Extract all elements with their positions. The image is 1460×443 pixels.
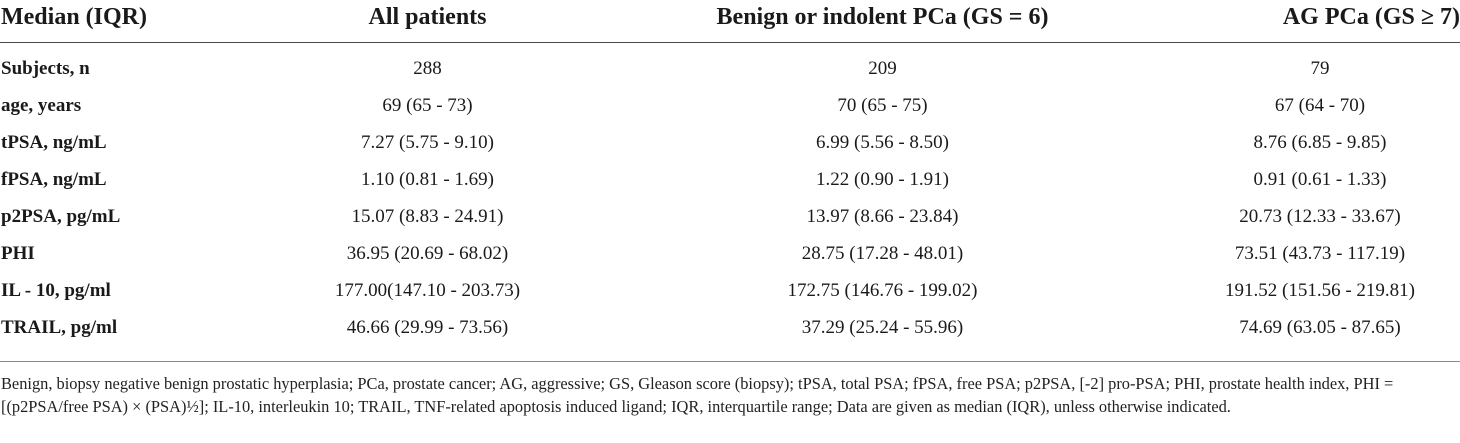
- table-row: p2PSA, pg/mL 15.07 (8.83 - 24.91) 13.97 …: [0, 198, 1460, 235]
- cell-ag: 20.73 (12.33 - 33.67): [1239, 206, 1401, 227]
- cell-ag: 8.76 (6.85 - 9.85): [1253, 132, 1387, 153]
- cell-ag: 79: [1310, 58, 1330, 79]
- table-row: PHI 36.95 (20.69 - 68.02) 28.75 (17.28 -…: [0, 235, 1460, 272]
- table-header: Median (IQR) All patients Benign or indo…: [0, 0, 1460, 44]
- table-row: TRAIL, pg/ml 46.66 (29.99 - 73.56) 37.29…: [0, 309, 1460, 346]
- cell-all-patients: 46.66 (29.99 - 73.56): [346, 317, 509, 338]
- cell-all-patients: 7.27 (5.75 - 9.10): [361, 132, 494, 153]
- row-label: Subjects, n: [1, 58, 90, 79]
- header-benign-indolent: Benign or indolent PCa (GS = 6): [716, 4, 1049, 30]
- table-row: Subjects, n 288 209 79: [0, 50, 1460, 87]
- row-label: TRAIL, pg/ml: [1, 317, 118, 338]
- cell-benign: 209: [868, 58, 897, 79]
- cell-all-patients: 1.10 (0.81 - 1.69): [361, 169, 494, 190]
- cell-ag: 191.52 (151.56 - 219.81): [1225, 280, 1415, 301]
- row-label: IL - 10, pg/ml: [1, 280, 111, 301]
- cell-all-patients: 177.00(147.10 - 203.73): [334, 280, 521, 301]
- cell-benign: 6.99 (5.56 - 8.50): [816, 132, 949, 153]
- header-all-patients: All patients: [368, 4, 487, 30]
- cell-benign: 28.75 (17.28 - 48.01): [801, 243, 964, 264]
- header-median-iqr: Median (IQR): [1, 4, 147, 30]
- cell-ag: 73.51 (43.73 - 117.19): [1234, 243, 1406, 264]
- row-label: fPSA, ng/mL: [1, 169, 107, 190]
- cell-all-patients: 36.95 (20.69 - 68.02): [346, 243, 509, 264]
- footer-rule: [0, 361, 1460, 362]
- cell-all-patients: 69 (65 - 73): [382, 95, 473, 116]
- row-label: PHI: [1, 243, 35, 264]
- row-label: age, years: [1, 95, 82, 116]
- header-ag-pca: AG PCa (GS ≥ 7): [1282, 4, 1460, 30]
- row-label: tPSA, ng/mL: [1, 132, 107, 153]
- cell-benign: 172.75 (146.76 - 199.02): [787, 280, 978, 301]
- cell-benign: 1.22 (0.90 - 1.91): [816, 169, 949, 190]
- cell-ag: 74.69 (63.05 - 87.65): [1239, 317, 1401, 338]
- table-row: IL - 10, pg/ml 177.00(147.10 - 203.73) 1…: [0, 272, 1460, 309]
- header-rule: [0, 42, 1460, 43]
- cell-ag: 0.91 (0.61 - 1.33): [1253, 169, 1387, 190]
- table-row: age, years 69 (65 - 73) 70 (65 - 75) 67 …: [0, 87, 1460, 124]
- cell-benign: 13.97 (8.66 - 23.84): [806, 206, 959, 227]
- cell-ag: 67 (64 - 70): [1274, 95, 1366, 116]
- table-footnote: Benign, biopsy negative benign prostatic…: [1, 374, 1394, 416]
- table-row: tPSA, ng/mL 7.27 (5.75 - 9.10) 6.99 (5.5…: [0, 124, 1460, 161]
- cell-benign: 37.29 (25.24 - 55.96): [801, 317, 964, 338]
- cell-all-patients: 15.07 (8.83 - 24.91): [351, 206, 504, 227]
- cell-benign: 70 (65 - 75): [837, 95, 928, 116]
- row-label: p2PSA, pg/mL: [1, 206, 121, 227]
- cell-all-patients: 288: [413, 58, 442, 79]
- table-row: fPSA, ng/mL 1.10 (0.81 - 1.69) 1.22 (0.9…: [0, 161, 1460, 198]
